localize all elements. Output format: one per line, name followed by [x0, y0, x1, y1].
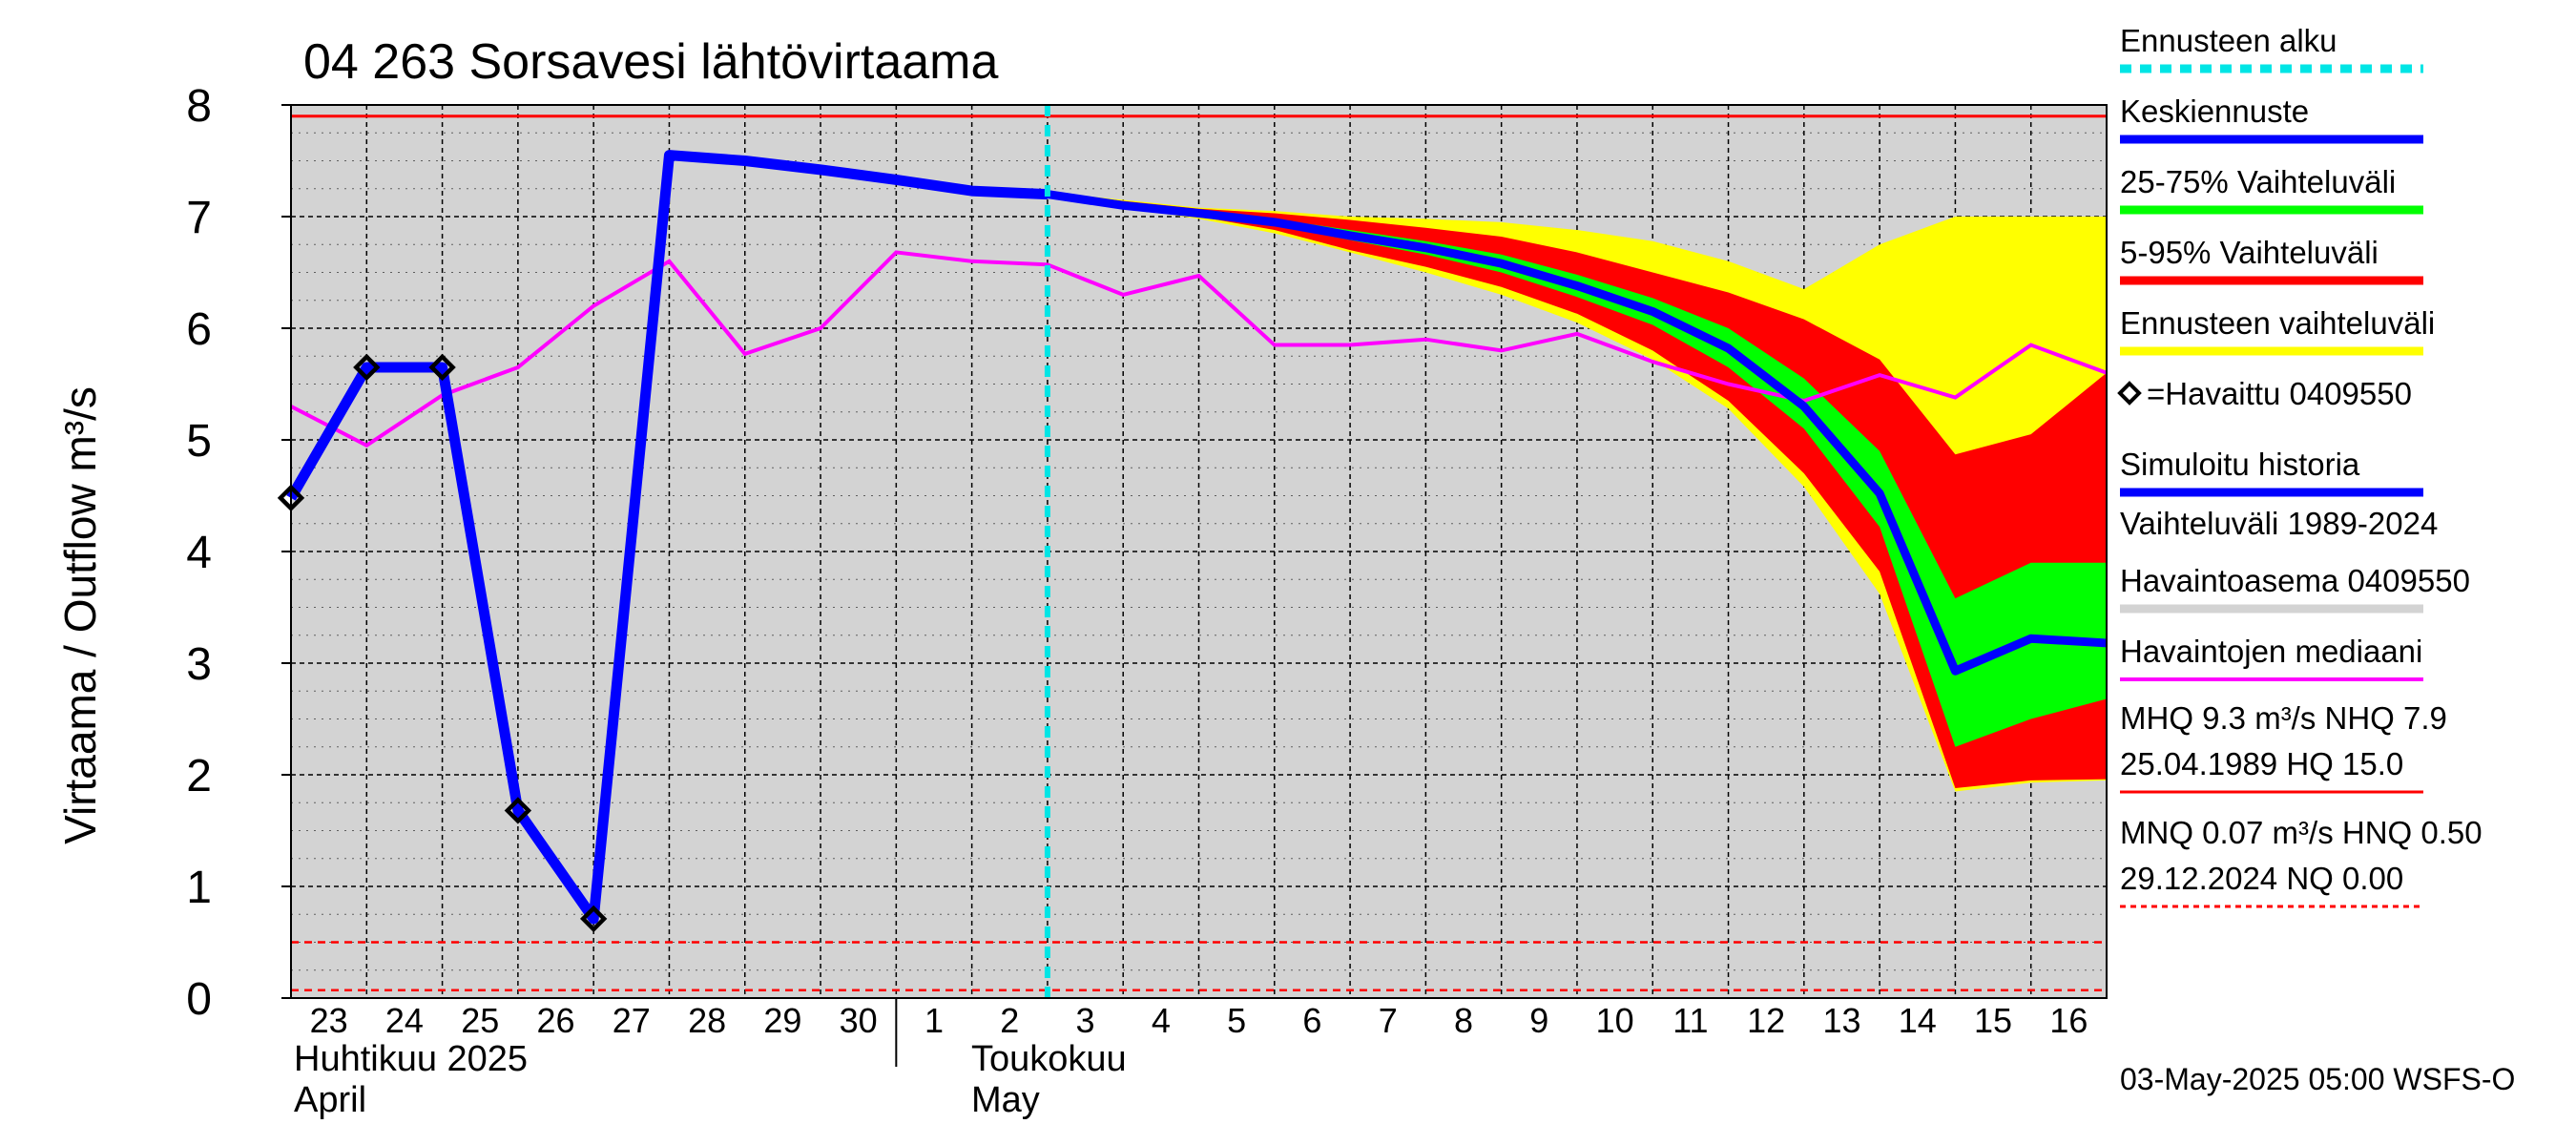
x-tick-label: 14 [1899, 1001, 1937, 1040]
simulated-history-line [286, 150, 1049, 925]
y-tick-label: 2 [186, 751, 212, 802]
x-tick-label: 2 [1000, 1001, 1019, 1040]
y-tick-label: 1 [186, 863, 212, 913]
x-tick-label: 27 [613, 1001, 651, 1040]
x-tick-label: 15 [1974, 1001, 2012, 1040]
x-tick-label: 16 [2049, 1001, 2088, 1040]
y-axis-label: Virtaama / Outflow m³/s [55, 386, 105, 844]
x-tick-label: 25 [461, 1001, 499, 1040]
x-tick-label: 23 [310, 1001, 348, 1040]
x-tick-label: 4 [1152, 1001, 1171, 1040]
legend-label-median: Havaintojen mediaani [2120, 634, 2422, 669]
legend-label-simulated: Simuloitu historia [2120, 447, 2360, 482]
x-tick-label: 24 [385, 1001, 424, 1040]
observed-point [428, 353, 456, 382]
y-tick-label: 3 [186, 639, 212, 690]
x-tick-label: 10 [1596, 1001, 1634, 1040]
x-tick-label: 30 [840, 1001, 878, 1040]
band-25-75 [1047, 193, 2107, 747]
median-line [290, 250, 2108, 448]
x-tick-label: 29 [763, 1001, 801, 1040]
plot-area [277, 104, 2108, 999]
legend-label-forecast_start: Ennusteen alku [2120, 23, 2337, 58]
x-tick-label: 12 [1747, 1001, 1785, 1040]
legend-label-hist_line1: Vaihteluväli 1989-2024 [2120, 506, 2438, 541]
legend-label-q5_95: 5-95% Vaihteluväli [2120, 235, 2379, 270]
legend-label-range: Ennusteen vaihteluväli [2120, 305, 2435, 341]
x-tick-label: 26 [536, 1001, 574, 1040]
legend-label-hist_line2: Havaintoasema 0409550 [2120, 563, 2470, 598]
x-tick-label: 7 [1379, 1001, 1398, 1040]
y-tick-label: 6 [186, 304, 212, 355]
x-tick-label: 11 [1672, 1001, 1708, 1040]
y-tick-label: 7 [186, 193, 212, 243]
may-label-en: May [971, 1080, 1040, 1120]
observed-point [579, 905, 608, 933]
forecast-mean-line [1047, 190, 2108, 676]
april-label-fi: Huhtikuu 2025 [294, 1039, 528, 1079]
legend-label-observed: =Havaittu 0409550 [2147, 376, 2412, 411]
legend-label-mnq2: 29.12.2024 NQ 0.00 [2120, 861, 2403, 896]
x-tick-label: 13 [1822, 1001, 1860, 1040]
legend: Ennusteen alku Keskiennuste 25-75% Vaihtel… [2117, 23, 2483, 908]
observed-point [504, 797, 532, 824]
x-tick-label: 8 [1454, 1001, 1473, 1040]
y-tick-label: 8 [186, 81, 212, 132]
chart-title: 04 263 Sorsavesi lähtövirtaama [303, 34, 998, 90]
x-tick-label: 6 [1302, 1001, 1321, 1040]
may-label-fi: Toukokuu [971, 1039, 1127, 1079]
x-tick-label: 5 [1227, 1001, 1246, 1040]
legend-label-mhq1: MHQ 9.3 m³/s NHQ 7.9 [2120, 700, 2447, 736]
legend-label-mhq2: 25.04.1989 HQ 15.0 [2120, 746, 2403, 781]
x-tick-label: 28 [688, 1001, 726, 1040]
band-5-95 [1047, 192, 2107, 789]
observed-point [353, 353, 381, 382]
legend-label-mnq1: MNQ 0.07 m³/s HNQ 0.50 [2120, 815, 2483, 850]
x-tick-label: 1 [924, 1001, 944, 1040]
legend-label-q25_75: 25-75% Vaihteluväli [2120, 164, 2396, 199]
legend-swatch-observed [2117, 381, 2142, 406]
y-tick-label: 5 [186, 416, 212, 467]
legend-label-mean: Keskiennuste [2120, 94, 2309, 129]
footer-timestamp: 03-May-2025 05:00 WSFS-O [2120, 1062, 2515, 1096]
y-tick-label: 4 [186, 528, 212, 578]
y-tick-label: 0 [186, 974, 212, 1025]
x-tick-label: 9 [1529, 1001, 1548, 1040]
april-label-en: April [294, 1080, 366, 1120]
x-tick-label: 3 [1076, 1001, 1095, 1040]
